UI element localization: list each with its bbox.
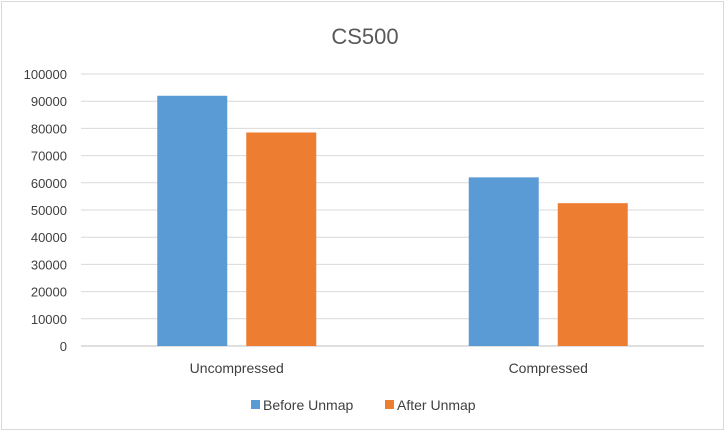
y-tick-label: 0 <box>60 339 67 354</box>
y-tick-label: 10000 <box>31 312 67 327</box>
bar-before-unmap-uncompressed[interactable] <box>157 95 228 346</box>
legend-label: Before Unmap <box>263 397 353 413</box>
legend-label: After Unmap <box>397 397 476 413</box>
y-tick-label: 60000 <box>31 176 67 191</box>
y-tick-label: 90000 <box>31 94 67 109</box>
y-tick-label: 100000 <box>24 67 67 82</box>
y-tick-label: 20000 <box>31 285 67 300</box>
chart-title: CS500 <box>331 24 398 49</box>
legend[interactable]: Before Unmap After Unmap <box>251 397 476 413</box>
bar-after-unmap-uncompressed[interactable] <box>246 132 317 346</box>
y-axis-ticks: 0 10000 20000 30000 40000 50000 60000 70000 8000… <box>24 67 67 354</box>
bar-after-unmap-compressed[interactable] <box>557 203 628 346</box>
y-tick-label: 50000 <box>31 203 67 218</box>
y-tick-label: 30000 <box>31 257 67 272</box>
bar-before-unmap-compressed[interactable] <box>468 177 539 346</box>
y-tick-label: 70000 <box>31 149 67 164</box>
y-tick-label: 40000 <box>31 230 67 245</box>
legend-swatch <box>385 400 394 409</box>
legend-swatch <box>251 400 260 409</box>
category-label: Compressed <box>509 360 588 376</box>
bars <box>157 95 628 346</box>
y-tick-label: 80000 <box>31 121 67 136</box>
category-label: Uncompressed <box>190 360 284 376</box>
x-axis-categories: Uncompressed Compressed <box>190 360 588 376</box>
